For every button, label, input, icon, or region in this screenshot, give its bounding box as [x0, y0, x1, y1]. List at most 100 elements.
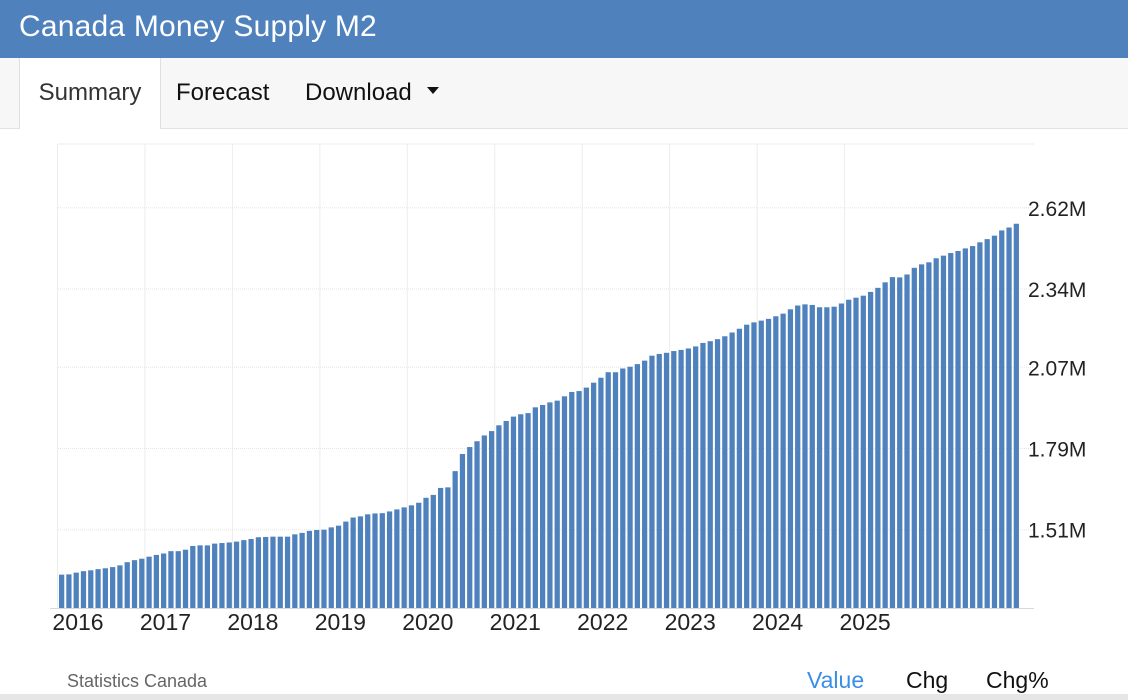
- bar: [773, 316, 779, 608]
- x-tick-label: 2017: [140, 609, 191, 635]
- bar: [233, 541, 240, 608]
- bar: [918, 264, 925, 608]
- chart-bars: [59, 223, 1019, 609]
- bar: [430, 494, 436, 608]
- tab-download[interactable]: Download: [305, 58, 439, 128]
- bar: [219, 543, 225, 608]
- x-axis-ticks: 2016 2017 2018 2019 2020 2021 2022 2023 2024 2025: [52, 609, 890, 635]
- value-button[interactable]: Value: [807, 667, 865, 693]
- bar: [117, 565, 123, 608]
- x-tick-label: 2025: [840, 609, 891, 635]
- x-tick-label: 2022: [577, 609, 628, 635]
- bar: [66, 574, 72, 608]
- chg-button[interactable]: Chg: [906, 667, 949, 693]
- bar: [503, 420, 509, 608]
- chg-percent-button[interactable]: Chg%: [986, 667, 1049, 693]
- bar: [911, 267, 917, 608]
- caret-down-icon: [426, 87, 439, 95]
- bar: [889, 277, 896, 608]
- bar: [569, 391, 575, 608]
- bar: [161, 553, 167, 608]
- bar: [860, 295, 866, 608]
- bar: [780, 313, 786, 608]
- bar: [634, 364, 640, 608]
- bar: [248, 538, 254, 608]
- bar: [284, 536, 291, 608]
- bar: [510, 416, 517, 608]
- tab-summary[interactable]: Summary: [19, 58, 161, 129]
- bar: [241, 540, 247, 608]
- bar: [350, 517, 356, 608]
- bar: [110, 567, 116, 608]
- bar: [182, 549, 189, 608]
- bar: [671, 351, 677, 608]
- x-tick-label: 2018: [227, 609, 278, 635]
- bar: [168, 551, 174, 608]
- page-title: Canada Money Supply M2: [19, 10, 377, 43]
- bar: [685, 348, 692, 608]
- bar: [80, 571, 87, 608]
- bar: [416, 502, 422, 608]
- bar: [467, 447, 473, 608]
- tab-forecast[interactable]: Forecast: [176, 79, 270, 106]
- bar: [977, 242, 983, 608]
- bar: [474, 441, 480, 608]
- bar: [255, 537, 262, 608]
- bar: [853, 297, 859, 608]
- bar: [642, 360, 648, 608]
- bar: [620, 368, 626, 608]
- x-tick-label: 2024: [752, 609, 803, 635]
- y-tick-label: 2.07M: [1028, 357, 1086, 380]
- bar: [124, 562, 130, 608]
- bar: [678, 349, 684, 608]
- bar: [744, 324, 750, 608]
- bottom-divider: [0, 694, 1128, 700]
- bar: [190, 545, 196, 608]
- bar: [882, 282, 888, 608]
- bar: [714, 339, 721, 608]
- bar: [532, 407, 538, 608]
- x-tick-label: 2023: [665, 609, 716, 635]
- y-tick-label: 1.51M: [1028, 520, 1086, 543]
- bar: [488, 431, 495, 608]
- bar: [846, 299, 852, 608]
- bar: [321, 529, 327, 608]
- bar: [962, 248, 968, 608]
- bar: [1006, 227, 1012, 608]
- bar: [707, 341, 713, 608]
- bar: [984, 239, 990, 608]
- y-axis-ticks: 1.51M 1.79M 2.07M 2.34M 2.62M: [1028, 198, 1086, 543]
- chart-grid: [50, 143, 1034, 609]
- bar: [576, 391, 582, 608]
- bar: [292, 534, 298, 608]
- bar: [838, 303, 845, 608]
- y-tick-label: 2.34M: [1028, 279, 1086, 302]
- bar: [379, 513, 385, 608]
- bar: [933, 258, 939, 608]
- bar: [940, 255, 947, 608]
- bar: [795, 305, 801, 608]
- bar: [146, 556, 152, 608]
- bar: [693, 346, 699, 608]
- bar: [408, 505, 415, 608]
- bar: [736, 328, 743, 608]
- bar: [277, 536, 283, 608]
- bar: [612, 372, 619, 608]
- bar: [204, 545, 211, 608]
- bar: [386, 511, 393, 608]
- bar: [816, 307, 823, 608]
- bar: [547, 402, 553, 608]
- bar: [481, 435, 487, 608]
- bar: [948, 253, 954, 608]
- bar: [95, 569, 101, 608]
- bar: [525, 413, 531, 608]
- title-bar: Canada Money Supply M2: [0, 0, 1128, 58]
- bar: [875, 287, 881, 608]
- bar: [59, 574, 65, 608]
- bar: [955, 251, 961, 608]
- bar: [131, 560, 138, 608]
- y-tick-label: 2.62M: [1028, 198, 1086, 221]
- bar: [649, 355, 655, 608]
- bar: [831, 306, 837, 608]
- bar: [102, 568, 108, 608]
